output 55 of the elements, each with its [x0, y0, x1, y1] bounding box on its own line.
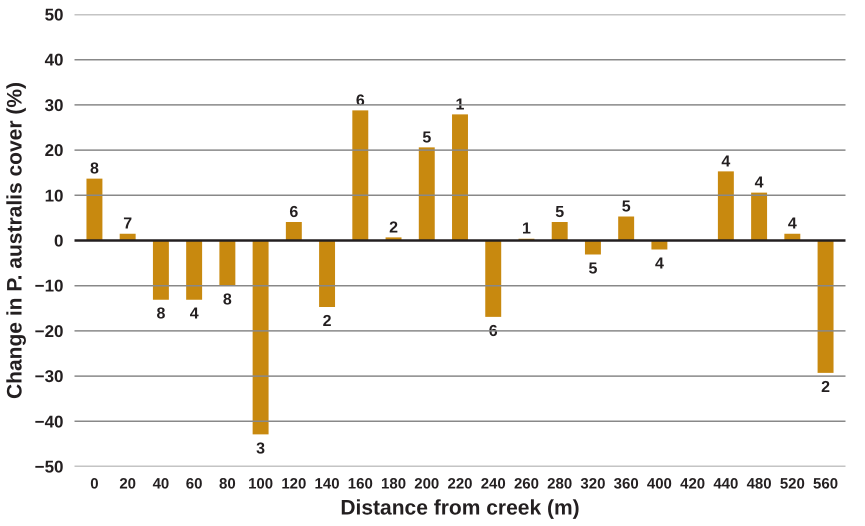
x-tick-label: 60	[186, 476, 202, 492]
annotation: 8	[156, 306, 166, 323]
y-tick-label: −50	[34, 458, 64, 476]
annotation: 3	[256, 440, 266, 458]
annotation: 4	[190, 306, 199, 323]
x-tick-label: 480	[746, 476, 772, 492]
annotation: 6	[289, 204, 298, 221]
annotation: 8	[222, 292, 232, 309]
y-tick-label: 50	[44, 6, 64, 24]
x-tick-label: 140	[314, 476, 340, 492]
x-tick-label: 440	[713, 476, 738, 492]
x-tick-label: 40	[152, 476, 170, 492]
annotation: 5	[622, 198, 631, 216]
x-tick-label: 560	[813, 476, 838, 492]
annotation: 2	[821, 378, 830, 396]
x-tick-label: 320	[580, 476, 606, 492]
annotation: 4	[754, 174, 764, 192]
x-tick-label: 0	[90, 476, 99, 492]
annotation: 4	[788, 216, 797, 233]
annotation: 2	[389, 219, 398, 236]
annotation: 5	[555, 204, 564, 221]
x-tick-label: 80	[219, 476, 236, 492]
y-tick-label: 0	[54, 232, 64, 250]
y-tick-label: −10	[34, 276, 64, 296]
x-tick-label: 400	[646, 476, 672, 492]
y-tick-label: −30	[34, 367, 64, 386]
x-axis-title: Distance from creek (m)	[340, 496, 580, 520]
x-tick-label: 240	[480, 476, 506, 492]
x-tick-label: 260	[514, 476, 539, 492]
x-tick-label: 100	[248, 476, 274, 492]
y-tick-label: −20	[34, 322, 64, 341]
x-tick-label: 120	[281, 476, 306, 492]
x-tick-label: 360	[614, 476, 639, 492]
annotation: 7	[123, 216, 132, 233]
y-tick-label: 30	[44, 96, 64, 115]
x-tick-label: 420	[680, 476, 706, 492]
y-tick-label: 10	[44, 186, 64, 206]
annotation: 4	[721, 153, 730, 170]
x-tick-label: 280	[547, 476, 572, 492]
y-tick-label: 40	[44, 50, 64, 70]
annotation: 4	[654, 256, 664, 273]
annotation: 5	[588, 260, 598, 278]
x-tick-label: 20	[119, 476, 136, 492]
y-tick-label: 20	[44, 141, 64, 160]
annotation: 2	[322, 312, 332, 330]
annotation: 1	[522, 220, 532, 238]
x-tick-label: 220	[447, 476, 473, 492]
annotation: 5	[422, 129, 432, 146]
x-tick-label: 200	[414, 476, 440, 492]
y-axis-title: Change in P. australis cover (%)	[4, 82, 27, 400]
x-tick-label: 160	[348, 476, 373, 492]
annotation: 8	[90, 160, 99, 178]
y-tick-label: −40	[34, 412, 64, 432]
x-tick-label: 180	[381, 476, 406, 492]
x-tick-label: 520	[780, 476, 805, 492]
